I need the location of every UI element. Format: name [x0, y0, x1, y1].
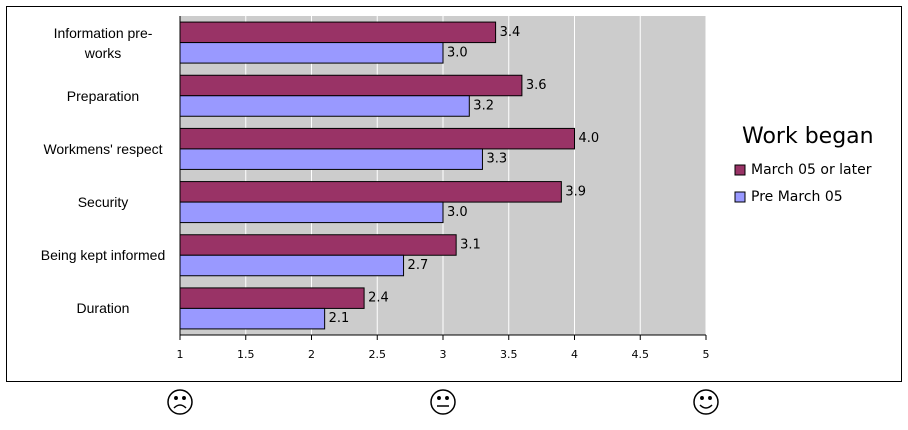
bar	[179, 181, 562, 203]
face-neutral	[430, 389, 456, 415]
bar	[179, 254, 405, 277]
data-label: 3.2	[473, 99, 494, 114]
bar	[179, 95, 470, 117]
data-label: 3.0	[447, 45, 468, 60]
data-label: 4.0	[579, 131, 600, 146]
legend-label: Pre March 05	[751, 189, 843, 205]
bar	[179, 42, 444, 64]
bar	[179, 234, 457, 256]
legend-swatch	[734, 191, 746, 203]
category-label: Being kept informed	[40, 247, 166, 264]
x-tick-label: 2.5	[369, 348, 387, 361]
x-tick-label: 1	[177, 348, 184, 361]
data-label: 3.3	[486, 152, 507, 167]
x-tick-label: 3	[440, 348, 447, 361]
x-tick-label: 1.5	[237, 348, 255, 361]
bar	[179, 21, 497, 44]
category-label: Duration	[76, 300, 130, 317]
face-happy	[693, 389, 719, 415]
category-label: Security	[77, 194, 129, 211]
x-tick-label: 4.5	[632, 348, 650, 361]
data-label: 3.1	[460, 238, 481, 253]
bar	[179, 127, 575, 150]
data-label: 3.9	[565, 184, 586, 199]
legend-label: March 05 or later	[751, 162, 872, 178]
data-label: 2.4	[368, 291, 389, 306]
data-label: 2.7	[408, 258, 429, 273]
x-tick-label: 2	[308, 348, 315, 361]
data-label: 3.6	[526, 78, 547, 93]
bar	[179, 201, 444, 224]
category-label: Preparation	[66, 87, 140, 104]
data-label: 3.4	[500, 25, 521, 40]
category-label: Information pre-works	[53, 24, 153, 61]
x-tick-label: 5	[703, 348, 710, 361]
bar	[179, 287, 365, 309]
x-tick-label: 3.5	[500, 348, 518, 361]
bar	[179, 307, 326, 330]
x-tick-label: 4	[571, 348, 578, 361]
bar	[179, 74, 523, 97]
legend-title: Work began	[742, 124, 874, 149]
legend-swatch	[734, 164, 746, 176]
chart-border	[6, 6, 902, 382]
data-label: 3.0	[447, 205, 468, 220]
face-sad	[167, 389, 193, 415]
category-label: Workmens' respect	[43, 140, 163, 157]
bar	[179, 148, 483, 170]
data-label: 2.1	[329, 311, 350, 326]
